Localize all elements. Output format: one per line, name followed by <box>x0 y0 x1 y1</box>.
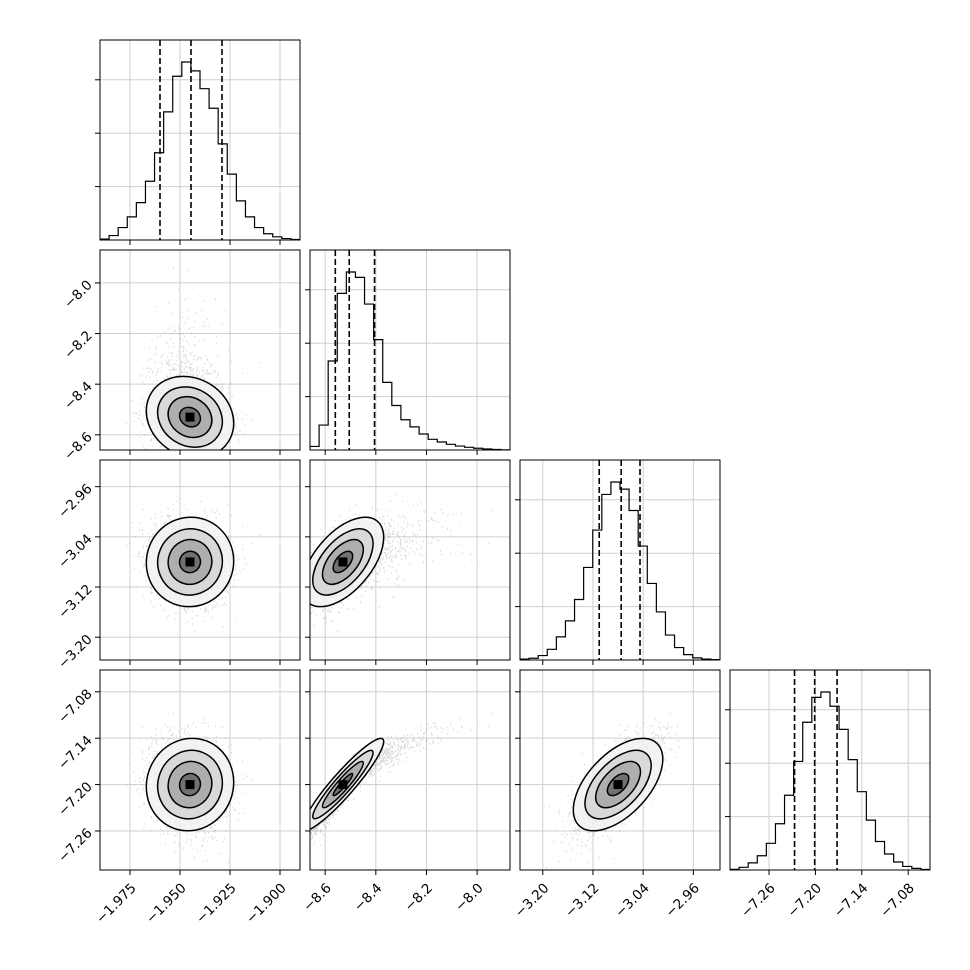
contours-3-2 <box>572 737 664 832</box>
contours-3-1 <box>310 737 385 832</box>
panel-3-2: −3.20 −3.12 −3.04 −2.96 <box>512 669 721 921</box>
panel-frame-3-0 <box>99 669 301 871</box>
panel-frame-3-3 <box>729 669 931 871</box>
x-tick-label-2-1: −3.12 <box>562 880 603 921</box>
contours-2-1 <box>310 516 385 608</box>
panel-frame-3-1 <box>309 669 511 871</box>
contours-2-0 <box>145 516 235 608</box>
panel-1-0: −8.6 −8.4 −8.2 −8.0 <box>61 249 301 464</box>
x-tick-label-3-0: −7.26 <box>738 880 779 921</box>
panel-frame-2-2 <box>519 459 721 661</box>
density-peak-3-1 <box>338 780 348 790</box>
x-tick-label-3-2: −7.14 <box>831 880 872 921</box>
histogram-2 <box>520 481 720 660</box>
histogram-3 <box>730 691 930 870</box>
y-tick-label-3-3: −7.08 <box>55 686 96 727</box>
x-tick-label-0-3: −1.900 <box>243 880 290 927</box>
y-tick-label-2-3: −2.96 <box>55 481 96 522</box>
panel-frame-3-2 <box>519 669 721 871</box>
x-tick-label-2-0: −3.20 <box>512 880 553 921</box>
density-peak-3-0 <box>185 780 195 790</box>
x-tick-label-3-1: −7.20 <box>784 880 825 921</box>
histogram-0 <box>100 61 300 240</box>
histogram-1 <box>310 271 510 450</box>
panel-3-3: −7.26 −7.20 −7.14 −7.08 <box>725 669 931 921</box>
y-tick-label-1-3: −8.0 <box>61 277 95 311</box>
panel-frame-2-1 <box>309 459 511 661</box>
panel-1-1 <box>305 249 511 455</box>
x-tick-label-0-2: −1.925 <box>193 880 240 927</box>
y-tick-label-3-2: −7.14 <box>55 733 96 774</box>
y-tick-label-1-0: −8.6 <box>61 429 95 463</box>
x-tick-label-1-0: −8.6 <box>300 880 334 914</box>
y-tick-label-2-0: −3.20 <box>55 632 96 673</box>
y-tick-label-3-1: −7.20 <box>55 779 96 820</box>
panel-frame-1-1 <box>309 249 511 451</box>
panel-frame-0-0 <box>99 39 301 241</box>
y-tick-label-1-1: −8.4 <box>61 379 95 413</box>
panel-3-1: −8.6 −8.4 −8.2 −8.0 <box>300 669 511 915</box>
density-peak-2-0 <box>185 557 195 567</box>
x-tick-label-1-1: −8.4 <box>351 880 385 914</box>
panel-0-0 <box>95 39 301 245</box>
y-tick-label-3-0: −7.26 <box>55 825 96 866</box>
contours-3-0 <box>145 737 235 832</box>
panel-3-0: −7.26 −7.20 −7.14 −7.08 −1.975 −1.950 −1.925 −1… <box>55 669 301 927</box>
density-peak-2-1 <box>338 557 348 567</box>
density-peak-3-2 <box>613 780 623 790</box>
x-tick-label-2-3: −2.96 <box>662 880 703 921</box>
panel-2-1 <box>305 459 511 665</box>
y-tick-label-1-2: −8.2 <box>61 328 95 362</box>
x-tick-label-3-3: −7.08 <box>877 880 918 921</box>
panel-frame-2-0 <box>99 459 301 661</box>
x-tick-label-2-2: −3.04 <box>612 880 653 921</box>
panel-2-2 <box>515 459 721 665</box>
x-tick-label-1-2: −8.2 <box>402 880 436 914</box>
y-tick-label-2-2: −3.04 <box>55 531 96 572</box>
contours-1-0 <box>145 375 235 450</box>
density-peak-1-0 <box>185 412 195 422</box>
x-tick-label-1-3: −8.0 <box>452 880 486 914</box>
y-tick-label-2-1: −3.12 <box>55 581 96 622</box>
panel-frame-1-0 <box>99 249 301 451</box>
panel-2-0: −3.20 −3.12 −3.04 −2.96 <box>55 459 301 673</box>
x-tick-label-0-0: −1.975 <box>93 880 140 927</box>
x-tick-label-0-1: −1.950 <box>143 880 190 927</box>
